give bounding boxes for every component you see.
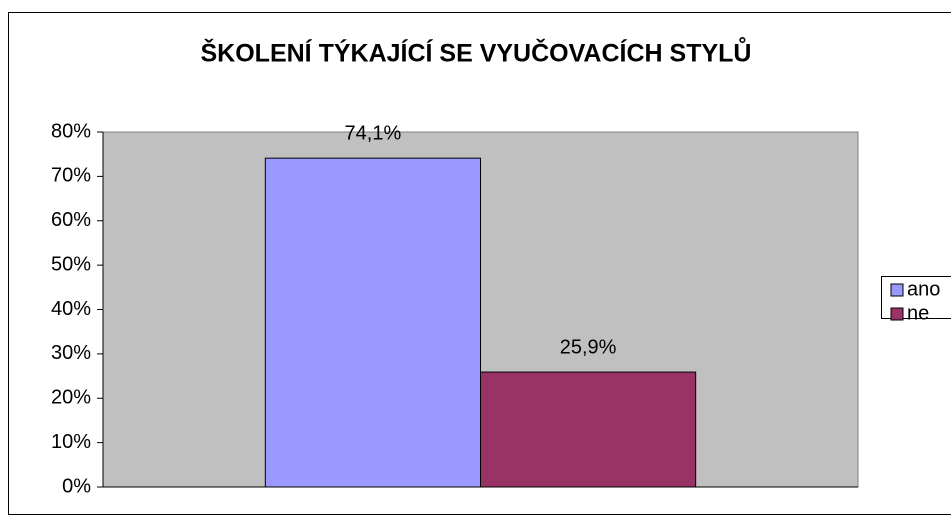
legend-label: ne (907, 302, 929, 324)
y-tick-label: 70% (51, 165, 91, 187)
y-tick-label: 20% (51, 387, 91, 409)
legend-swatch (890, 307, 904, 321)
y-tick-label: 50% (51, 253, 91, 275)
y-tick-label: 10% (51, 431, 91, 453)
y-tick-label: 30% (51, 342, 91, 364)
y-tick-label: 40% (51, 298, 91, 320)
bar (264, 157, 482, 488)
y-tick-label: 0% (62, 475, 91, 497)
chart-title: ŠKOLENÍ TÝKAJÍCÍ SE VYUČOVACÍCH STYLŮ (201, 36, 752, 68)
legend-swatch (890, 283, 904, 297)
legend-label: ano (907, 278, 940, 300)
y-tick-label: 60% (51, 209, 91, 231)
y-tick-label: 80% (51, 120, 91, 142)
bar (480, 371, 697, 488)
data-label: 74,1% (345, 122, 402, 144)
data-label: 25,9% (560, 336, 617, 358)
